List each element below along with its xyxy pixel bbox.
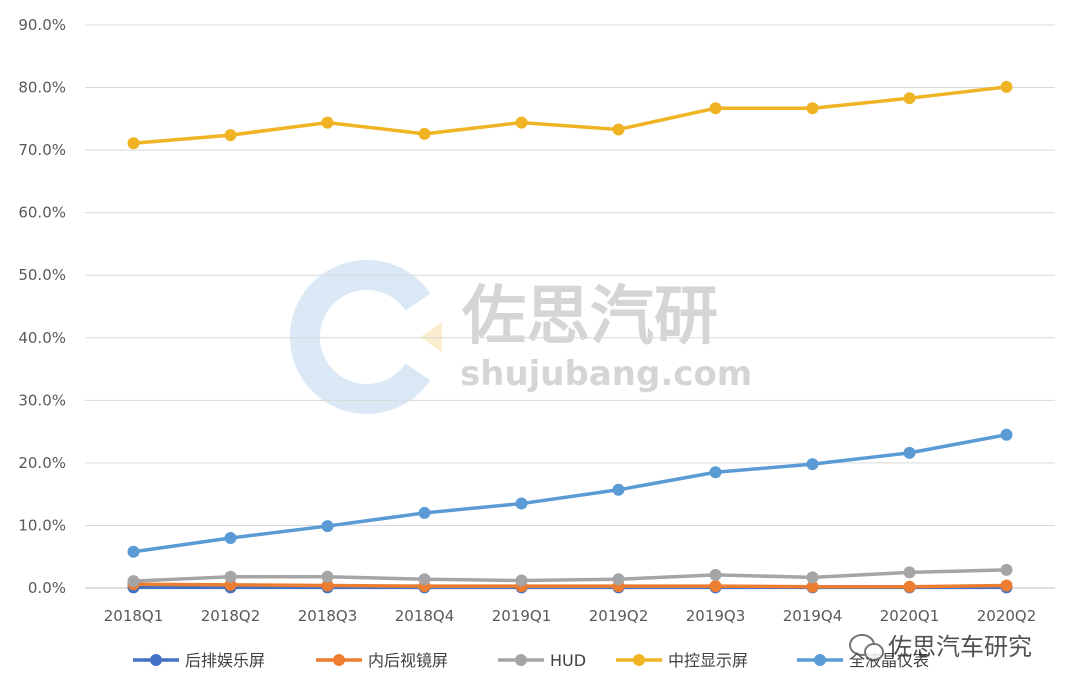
y-tick-label: 80.0%: [18, 79, 66, 97]
data-point: [806, 458, 819, 471]
data-point: [612, 123, 625, 136]
legend-marker: [515, 654, 527, 666]
y-tick-label: 40.0%: [18, 329, 66, 347]
y-tick-label: 50.0%: [18, 266, 66, 284]
x-tick-label: 2020Q2: [977, 607, 1037, 625]
series-HUD: [127, 563, 1013, 588]
data-point: [224, 570, 237, 583]
data-point: [806, 580, 819, 593]
data-point: [127, 575, 140, 588]
data-point: [903, 446, 916, 459]
y-tick-label: 0.0%: [28, 579, 66, 597]
legend-label: HUD: [550, 651, 586, 670]
x-tick-label: 2018Q4: [395, 607, 455, 625]
legend-label: 内后视镜屏: [368, 651, 448, 670]
x-axis-ticks: 2018Q1 2018Q2 2018Q3 2018Q4 2019Q1 2019Q2 2019…: [104, 607, 1037, 625]
x-tick-label: 2019Q1: [492, 607, 552, 625]
legend-label: 中控显示屏: [668, 651, 748, 670]
y-tick-label: 90.0%: [18, 16, 66, 34]
data-point: [1000, 563, 1013, 576]
data-point: [709, 568, 722, 581]
series-lines: [127, 80, 1013, 594]
data-point: [515, 497, 528, 510]
y-tick-label: 30.0%: [18, 391, 66, 409]
data-point: [127, 545, 140, 558]
data-point: [127, 137, 140, 150]
data-point: [418, 506, 431, 519]
x-tick-label: 2019Q4: [783, 607, 843, 625]
legend-label: 后排娱乐屏: [185, 651, 265, 670]
data-point: [806, 102, 819, 115]
x-tick-label: 2018Q2: [201, 607, 261, 625]
series-中控显示屏: [127, 80, 1013, 150]
data-point: [1000, 80, 1013, 93]
data-point: [224, 129, 237, 142]
data-point: [709, 580, 722, 593]
data-point: [612, 483, 625, 496]
data-point: [903, 580, 916, 593]
x-tick-label: 2019Q2: [589, 607, 649, 625]
legend-item: HUD: [498, 651, 586, 670]
data-point: [903, 566, 916, 579]
y-tick-label: 60.0%: [18, 204, 66, 222]
wechat-icon: [849, 634, 884, 661]
legend-item: 内后视镜屏: [316, 651, 448, 670]
data-point: [418, 573, 431, 586]
x-tick-label: 2020Q1: [880, 607, 940, 625]
watermark-brand: 佐思汽研: [461, 280, 718, 354]
series-line: [133, 433, 1007, 554]
legend: 后排娱乐屏 内后视镜屏 HUD 中控显示屏 全液晶仪表: [133, 651, 929, 670]
series-全液晶仪表: [127, 428, 1013, 558]
x-tick-label: 2018Q1: [104, 607, 164, 625]
data-point: [321, 520, 334, 533]
data-point: [515, 574, 528, 587]
data-point: [321, 570, 334, 583]
data-point: [1000, 428, 1013, 441]
data-point: [612, 573, 625, 586]
watermark-logo: [289, 260, 442, 414]
legend-marker: [633, 654, 645, 666]
series-line: [133, 85, 1007, 145]
legend-item: 中控显示屏: [616, 651, 748, 670]
y-tick-label: 20.0%: [18, 454, 66, 472]
legend-item: 后排娱乐屏: [133, 651, 265, 670]
gridlines: [85, 24, 1055, 589]
legend-marker: [814, 654, 826, 666]
data-point: [321, 116, 334, 129]
data-point: [1000, 579, 1013, 592]
data-point: [806, 571, 819, 584]
y-tick-label: 10.0%: [18, 516, 66, 534]
watermark-site: shujubang.com: [460, 354, 752, 394]
data-point: [709, 466, 722, 479]
data-point: [321, 579, 334, 592]
x-tick-label: 2018Q3: [298, 607, 358, 625]
data-point: [903, 92, 916, 105]
series-line: [133, 582, 1007, 589]
legend-marker: [150, 654, 162, 666]
series-line: [133, 568, 1007, 583]
credit-watermark: 佐思汽车研究: [888, 633, 1032, 661]
data-point: [709, 102, 722, 115]
y-tick-label: 70.0%: [18, 141, 66, 159]
legend-marker: [333, 654, 345, 666]
data-point: [418, 127, 431, 140]
y-axis-ticks: 0.0% 10.0% 20.0% 30.0% 40.0% 50.0% 60.0% 70.0% 8…: [18, 16, 66, 597]
x-tick-label: 2019Q3: [686, 607, 746, 625]
data-point: [224, 531, 237, 544]
data-point: [515, 116, 528, 129]
